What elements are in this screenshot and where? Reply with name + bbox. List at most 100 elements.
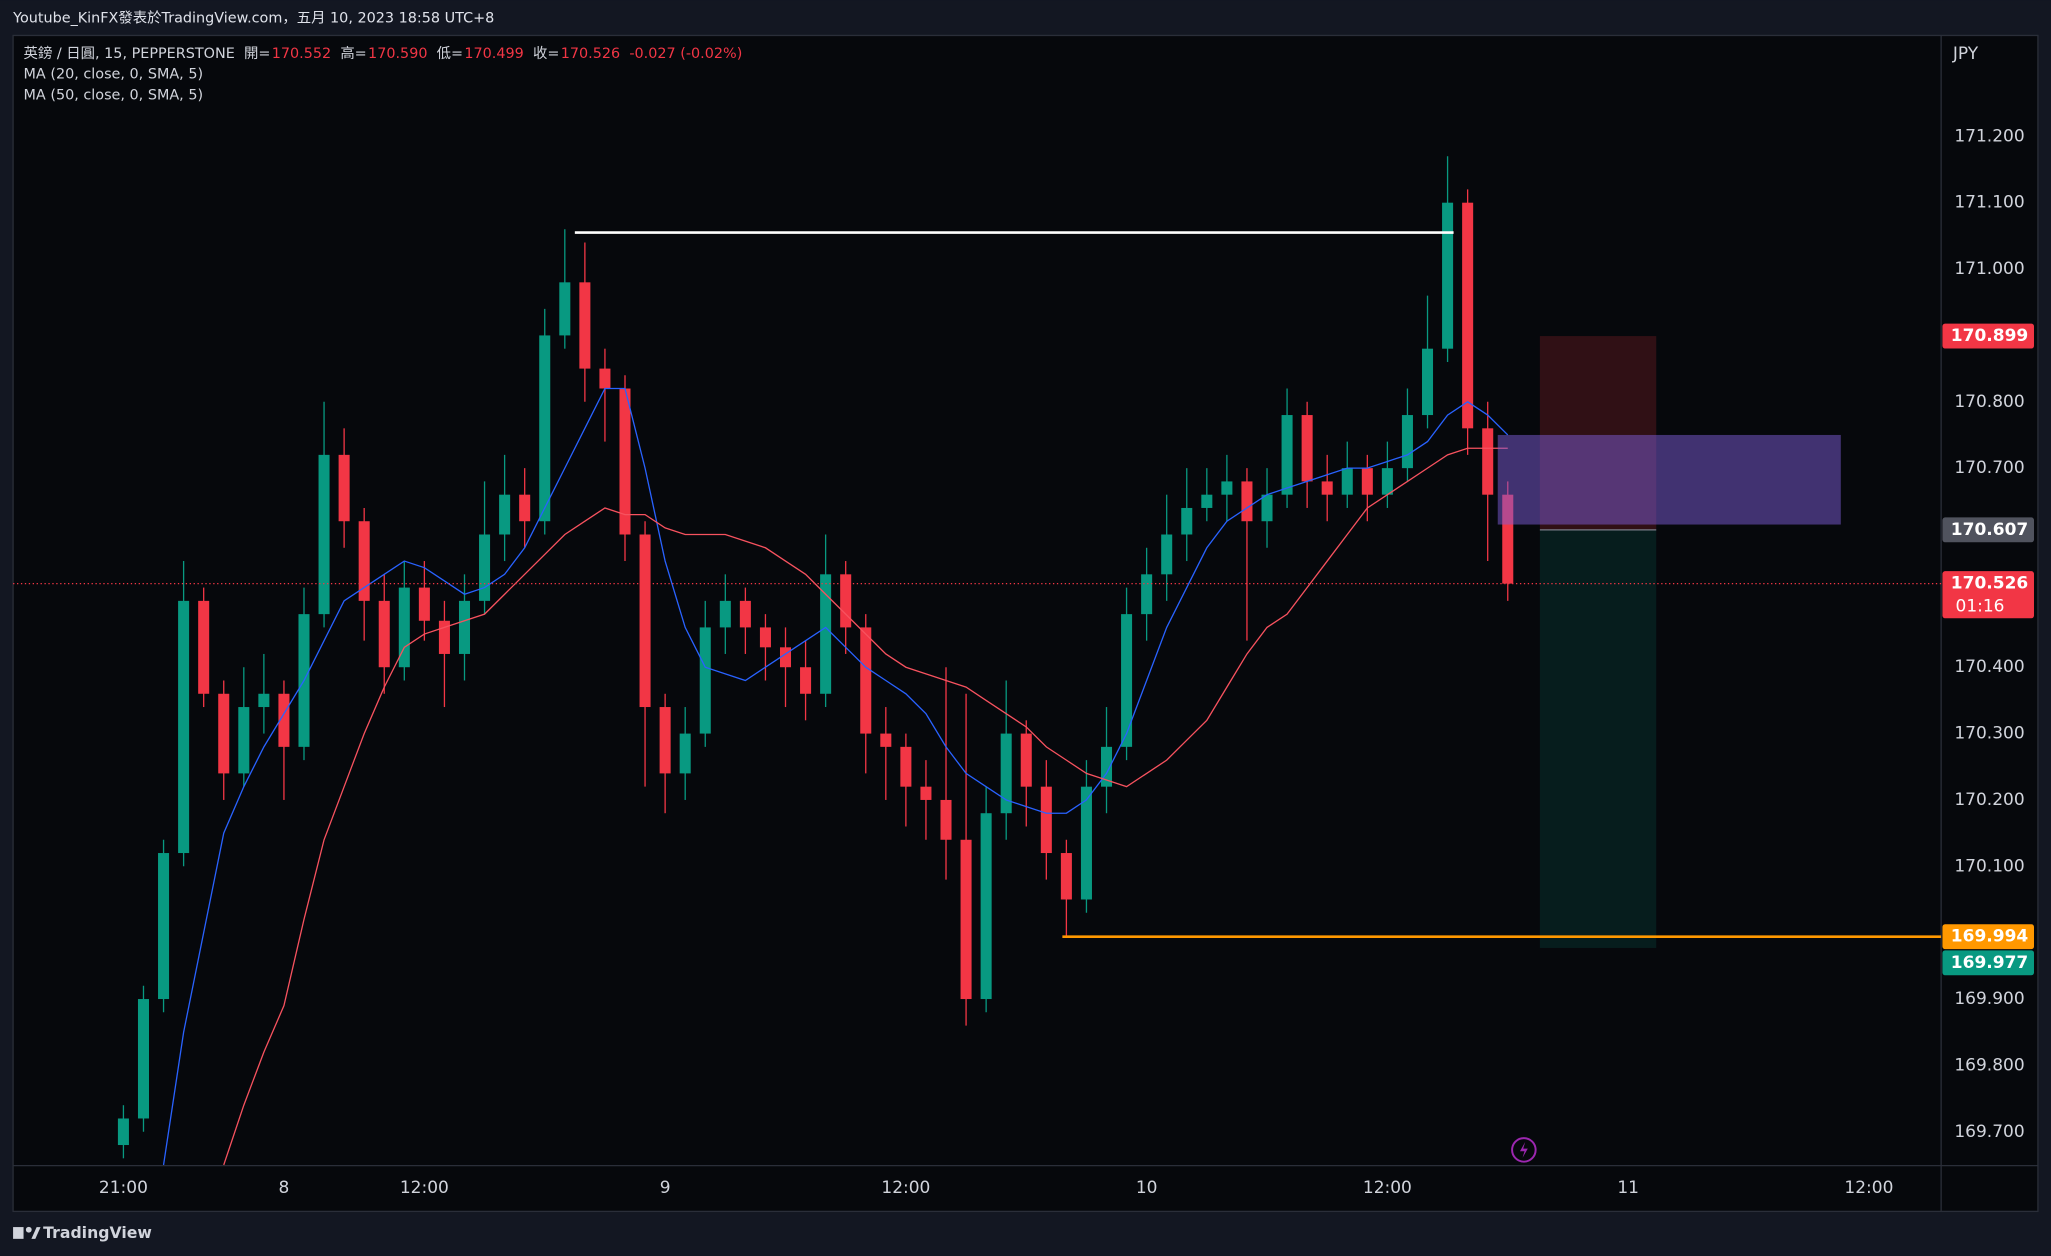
y-tick-label: 171.000 bbox=[1954, 259, 2024, 279]
ma-line bbox=[223, 447, 1508, 1166]
candle-body bbox=[519, 494, 531, 522]
target-zone bbox=[1539, 529, 1657, 948]
legend-text: -0.027 (-0.02%) bbox=[629, 46, 742, 62]
x-tick-label: 12:00 bbox=[881, 1178, 930, 1198]
y-tick-label: 170.200 bbox=[1954, 790, 2024, 810]
candle-body bbox=[1401, 415, 1413, 469]
candle-body bbox=[198, 600, 210, 694]
candle-body bbox=[1341, 468, 1353, 495]
axes: 169.700 169.800 169.900 170.100 170.200 170.3… bbox=[99, 126, 2034, 1198]
candle-body bbox=[1080, 786, 1092, 900]
legend-text: 高= bbox=[340, 45, 366, 62]
candle-body bbox=[1040, 786, 1052, 854]
price-marker-label: 170.899 bbox=[1951, 326, 2028, 346]
y-tick-label: 170.800 bbox=[1954, 392, 2024, 412]
candle-body bbox=[779, 647, 792, 668]
legend: 英鎊 / 日圓, 15, PEPPERSTONE 開= 170.552 高= 170.5… bbox=[24, 44, 743, 104]
candle-body bbox=[820, 574, 832, 694]
x-tick-label: 12:00 bbox=[1844, 1178, 1893, 1198]
candle-body bbox=[1381, 468, 1393, 495]
countdown: 01:16 bbox=[1956, 596, 2005, 616]
legend-text: 英鎊 / 日圓, 15, PEPPERSTONE bbox=[24, 44, 235, 62]
y-tick-label: 170.300 bbox=[1954, 724, 2024, 744]
chart-panel bbox=[12, 34, 2039, 1213]
candle-body bbox=[499, 494, 511, 535]
logo-mark bbox=[13, 1227, 24, 1239]
candle-body bbox=[1421, 348, 1434, 416]
candle-body bbox=[1482, 428, 1494, 495]
legend-text: 170.590 bbox=[368, 46, 427, 62]
candle-body bbox=[719, 600, 731, 628]
price-marker bbox=[1942, 571, 2034, 619]
plot bbox=[117, 156, 1514, 1166]
legend-text: 170.552 bbox=[272, 46, 331, 62]
alert-circle[interactable] bbox=[1511, 1137, 1537, 1163]
candle-body bbox=[900, 746, 912, 787]
y-tick-label: 169.700 bbox=[1954, 1122, 2024, 1142]
candle-body bbox=[458, 600, 471, 654]
candle-body bbox=[137, 999, 150, 1119]
candle-body bbox=[378, 600, 390, 668]
x-tick-label: 21:00 bbox=[99, 1178, 148, 1198]
ma-line bbox=[162, 387, 1509, 1166]
candle-body bbox=[358, 521, 370, 601]
legend-text: 開= bbox=[244, 46, 270, 62]
candle-body bbox=[1261, 494, 1273, 522]
price-marker-label: 169.977 bbox=[1951, 953, 2028, 973]
footer-brand: TradingView bbox=[43, 1223, 152, 1242]
y-tick-label: 170.100 bbox=[1954, 856, 2024, 876]
candle-body bbox=[1020, 733, 1032, 787]
candle-body bbox=[1281, 415, 1293, 495]
y-tick-label: 169.800 bbox=[1954, 1055, 2024, 1075]
candle-body bbox=[880, 733, 892, 747]
candle-body bbox=[479, 534, 491, 601]
candle-body bbox=[398, 587, 410, 668]
candle-body bbox=[418, 587, 430, 621]
tradingview-logo bbox=[13, 1226, 41, 1239]
price-marker bbox=[1942, 950, 2034, 976]
candle-body bbox=[1442, 202, 1454, 349]
candle-body bbox=[338, 454, 350, 522]
price-marker bbox=[1942, 924, 2034, 950]
price-marker-label: 170.607 bbox=[1951, 520, 2028, 540]
candle-body bbox=[759, 627, 771, 648]
x-tick-label: 8 bbox=[279, 1178, 290, 1198]
y-tick-label: 169.900 bbox=[1954, 989, 2024, 1009]
candle-body bbox=[960, 839, 972, 1000]
alert-bolt[interactable] bbox=[1519, 1142, 1528, 1158]
candle-body bbox=[840, 574, 852, 628]
candle-body bbox=[679, 733, 691, 774]
candle-body bbox=[438, 620, 450, 654]
candle-body bbox=[599, 368, 611, 389]
candle-body bbox=[579, 282, 591, 369]
candle-body bbox=[699, 627, 711, 734]
legend-series: MA (50, close, 0, SMA, 5) bbox=[24, 88, 204, 104]
legend-series: MA (20, close, 0, SMA, 5) bbox=[24, 67, 204, 83]
candle-body bbox=[940, 799, 952, 840]
zone-box bbox=[1497, 434, 1841, 525]
candle-body bbox=[1361, 468, 1373, 495]
alert-icon[interactable] bbox=[1511, 1137, 1537, 1163]
y-tick-label: 170.400 bbox=[1954, 657, 2024, 677]
candle-body bbox=[739, 600, 751, 628]
candle-body bbox=[1121, 614, 1133, 747]
candle-body bbox=[860, 627, 872, 734]
candle-body bbox=[158, 853, 170, 1000]
candle-body bbox=[1221, 481, 1233, 495]
logo-mark bbox=[31, 1227, 41, 1239]
header-title: Youtube_KinFX發表於TradingView.com，五月 10, 2… bbox=[12, 9, 494, 26]
candle-body bbox=[980, 813, 992, 1000]
candle-body bbox=[559, 282, 571, 336]
logo-dot bbox=[25, 1226, 32, 1233]
candle-body bbox=[1060, 853, 1072, 900]
candle-body bbox=[1141, 574, 1153, 615]
price-marker-label: 169.994 bbox=[1951, 927, 2029, 947]
x-tick-label: 12:00 bbox=[400, 1178, 449, 1198]
x-tick-label: 9 bbox=[660, 1178, 671, 1198]
y-tick-label: 171.100 bbox=[1954, 193, 2024, 213]
candle-body bbox=[1241, 481, 1253, 522]
candle-body bbox=[1201, 494, 1213, 508]
candle-body bbox=[1161, 534, 1173, 575]
candle-body bbox=[1462, 202, 1474, 429]
